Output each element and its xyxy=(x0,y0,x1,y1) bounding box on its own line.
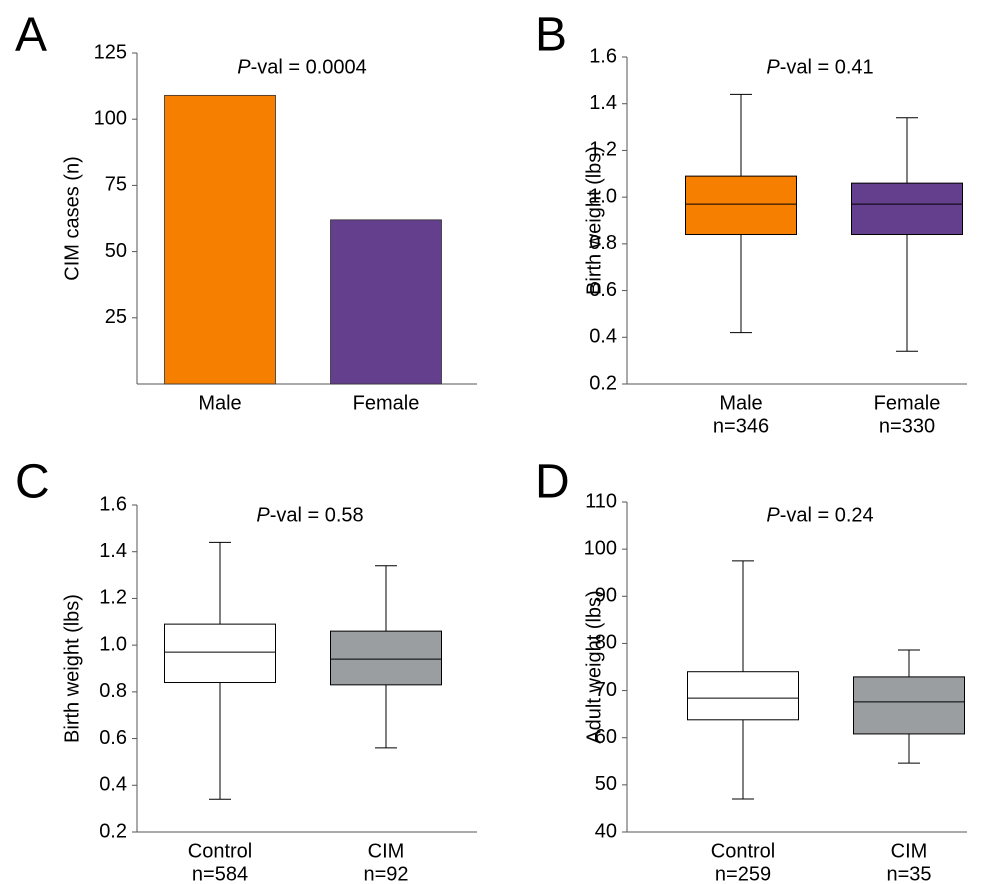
box xyxy=(687,671,799,721)
y-tick-label: 0.6 xyxy=(589,279,617,301)
panel-label: A xyxy=(15,9,47,62)
panel-label: B xyxy=(535,9,567,62)
y-tick-label: 1.6 xyxy=(589,45,617,67)
panel-title: P-val = 0.0004 xyxy=(237,56,367,79)
y-tick-label: 100 xyxy=(584,537,617,559)
y-tick-label: 50 xyxy=(595,773,617,795)
y-tick-label: 25 xyxy=(105,306,127,328)
y-tick-label: 70 xyxy=(595,679,617,701)
y-tick-label: 0.2 xyxy=(589,372,617,394)
x-tick-label: Female xyxy=(874,392,941,414)
y-tick-label: 0.4 xyxy=(99,774,127,796)
box xyxy=(853,676,965,735)
x-tick-label: CIM xyxy=(368,840,405,862)
box xyxy=(685,175,797,236)
x-tick-label: Male xyxy=(198,392,241,414)
x-tick-label: Male xyxy=(719,392,762,414)
y-tick-label: 1.4 xyxy=(99,540,127,562)
y-tick-label: 0.2 xyxy=(99,820,127,842)
n-label: n=330 xyxy=(879,415,935,437)
y-tick-label: 1.2 xyxy=(589,139,617,161)
y-tick-label: 1.6 xyxy=(99,493,127,515)
y-tick-label: 0.8 xyxy=(589,232,617,254)
y-tick-label: 1.2 xyxy=(99,587,127,609)
panel-label: D xyxy=(535,456,570,509)
y-tick-label: 90 xyxy=(595,585,617,607)
y-axis-label: CIM cases (n) xyxy=(61,156,83,280)
y-tick-label: 100 xyxy=(94,107,127,129)
y-tick-label: 125 xyxy=(94,41,127,63)
y-tick-label: 0.8 xyxy=(99,680,127,702)
n-label: n=346 xyxy=(713,415,769,437)
y-tick-label: 0.4 xyxy=(589,326,617,348)
panel-label: C xyxy=(15,456,50,509)
y-tick-label: 1.0 xyxy=(99,633,127,655)
bar xyxy=(330,219,442,385)
box xyxy=(851,182,963,236)
panel-title: P-val = 0.58 xyxy=(256,504,364,527)
y-axis-label: Adult weight (lbs) xyxy=(583,590,605,743)
x-tick-label: Control xyxy=(188,840,252,862)
y-tick-label: 110 xyxy=(585,490,617,512)
y-tick-label: 75 xyxy=(105,174,127,196)
x-tick-label: Female xyxy=(353,392,420,414)
y-tick-label: 50 xyxy=(105,240,127,262)
n-label: n=92 xyxy=(363,863,408,884)
x-tick-label: Control xyxy=(711,840,775,862)
box xyxy=(164,623,276,684)
n-label: n=259 xyxy=(715,863,771,884)
panel-title: P-val = 0.41 xyxy=(766,56,874,79)
y-axis-label: Birth weight (lbs) xyxy=(61,594,83,743)
y-tick-label: 1.4 xyxy=(589,92,617,114)
n-label: n=584 xyxy=(192,863,248,884)
y-tick-label: 0.6 xyxy=(99,727,127,749)
y-tick-label: 60 xyxy=(595,726,617,748)
n-label: n=35 xyxy=(886,863,931,884)
x-tick-label: CIM xyxy=(891,840,928,862)
y-tick-label: 1.0 xyxy=(589,185,617,207)
y-tick-label: 80 xyxy=(595,632,617,654)
y-tick-label: 40 xyxy=(595,820,617,842)
panel-title: P-val = 0.24 xyxy=(766,504,874,527)
bar xyxy=(164,94,276,385)
box xyxy=(330,630,442,686)
y-axis-label: Birth weight (lbs) xyxy=(583,146,605,295)
